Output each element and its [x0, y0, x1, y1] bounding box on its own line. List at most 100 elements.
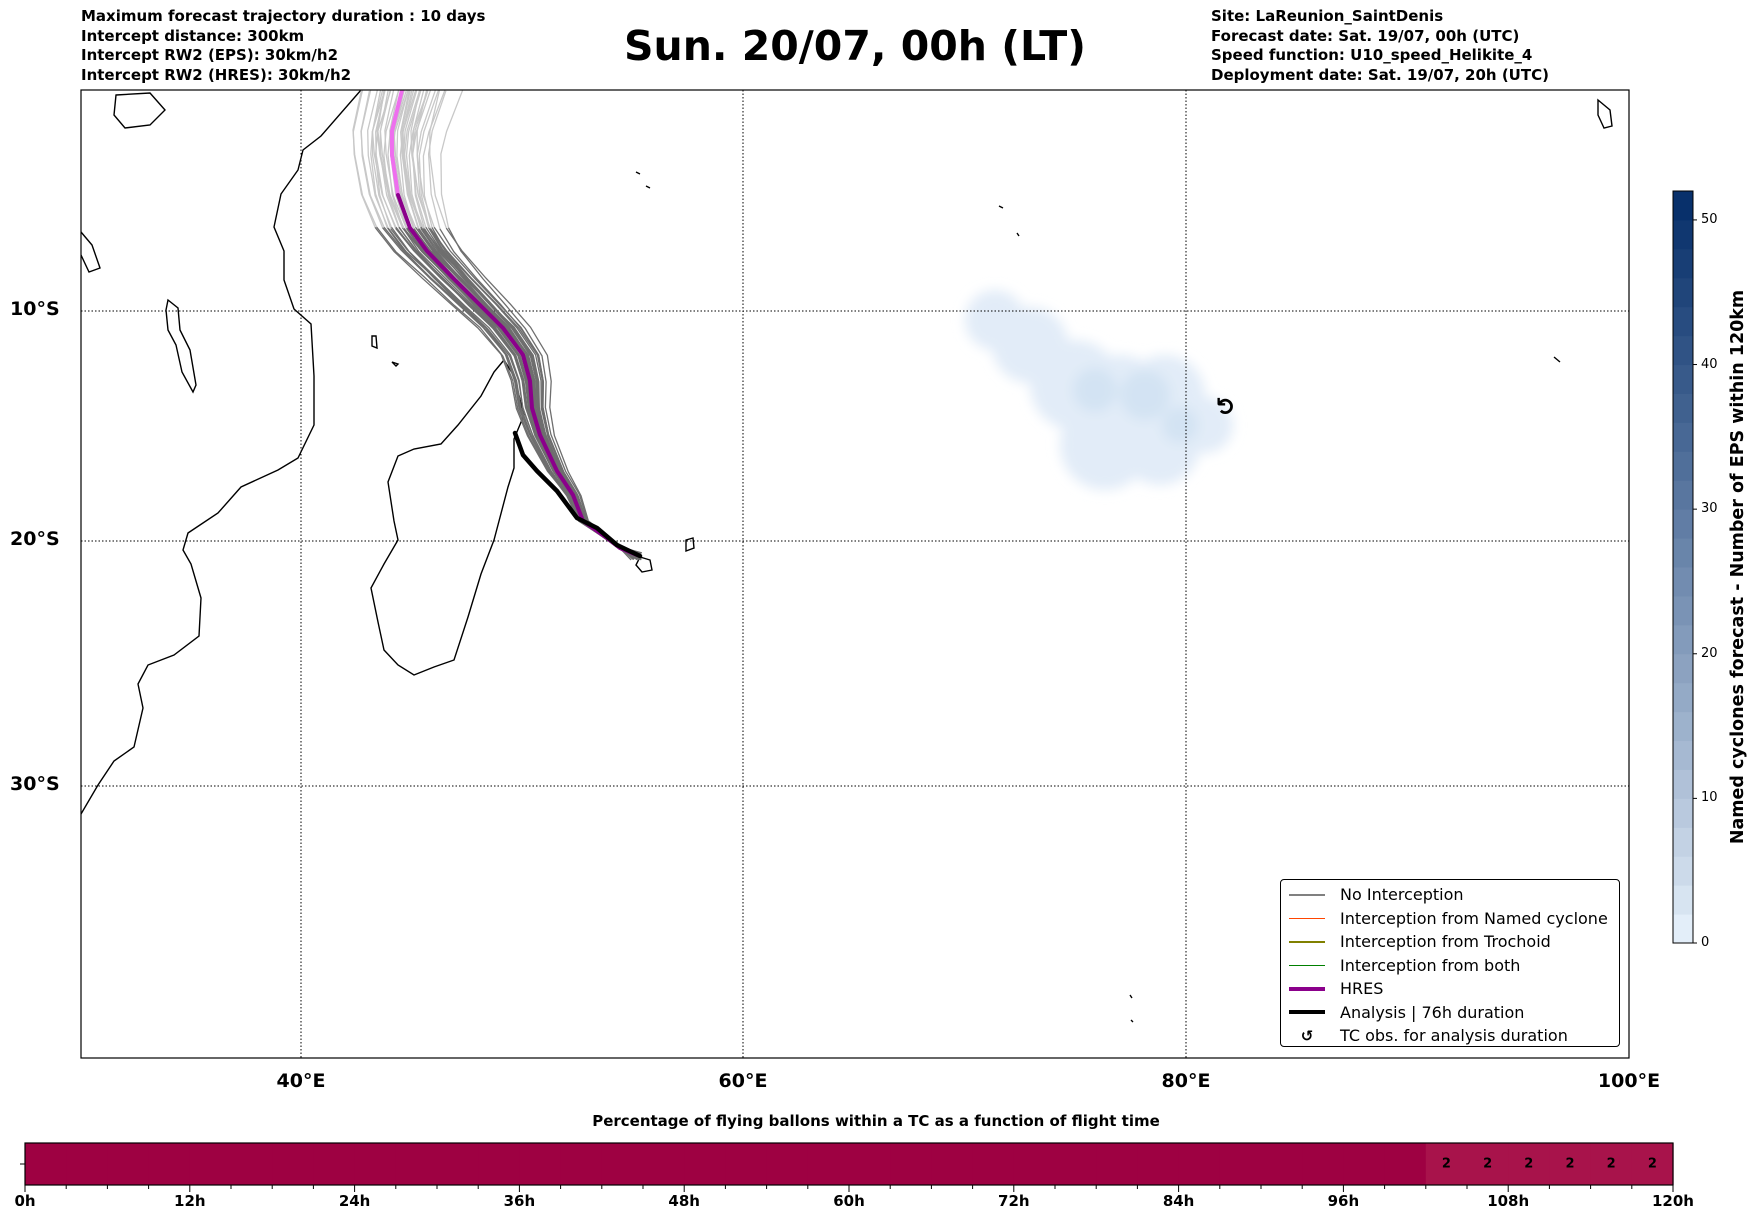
deployment-date-text: Deployment date: Sat. 19/07, 20h (UTC) [1211, 65, 1549, 84]
tc-observation-icon: ↺ [1212, 396, 1240, 416]
colorbar-cell [1673, 219, 1693, 250]
time-bin-cell [560, 1143, 603, 1185]
time-bin-cell [1590, 1143, 1633, 1185]
lat-label-10s: 10°S [10, 298, 60, 320]
colorbar-cell [1673, 827, 1693, 857]
colorbar-cell [1673, 798, 1693, 828]
speed-function-text: Speed function: U10_speed_Helikite_4 [1211, 46, 1533, 64]
time-bin-cell [519, 1143, 562, 1185]
colorbar-cell [1673, 364, 1693, 394]
time-bin-cell [231, 1143, 273, 1185]
comoros-islands [371, 335, 400, 367]
legend-label: Interception from Named cyclone [1340, 908, 1608, 928]
time-bin-cell [66, 1143, 108, 1185]
time-bin-cell [1096, 1143, 1138, 1185]
time-bin-cell [189, 1143, 232, 1185]
legend-item-tc-obs: ↺ TC obs. for analysis duration [1281, 1024, 1619, 1048]
intercept-hres-text: Intercept RW2 (HRES): 30km/h2 [81, 65, 352, 84]
ensemble-trajectory [413, 227, 632, 561]
time-bin-value: 2 [1483, 1156, 1493, 1172]
chagos-islands [998, 205, 1020, 237]
flight-time-bar [20, 1142, 1674, 1192]
time-bin-cell [1343, 1143, 1386, 1185]
time-bin-cell [849, 1143, 891, 1185]
lon-label-60e: 60°E [718, 1070, 768, 1092]
colorbar-cell [1673, 451, 1693, 481]
site-text: Site: LaReunion_SaintDenis [1211, 7, 1444, 25]
ensemble-trajectory-future [440, 90, 464, 228]
lon-label-80e: 80°E [1161, 1070, 1211, 1092]
ensemble-trajectory [383, 226, 638, 556]
time-tick-label: 12h [174, 1192, 206, 1210]
colorbar-cell [1673, 480, 1693, 510]
colorbar [1672, 190, 1697, 944]
time-bin-cell [1055, 1143, 1097, 1185]
ensemble-trajectory-future [429, 90, 447, 229]
colorbar-cell [1673, 682, 1693, 713]
legend-line-icon [1289, 941, 1325, 943]
reunion-island [635, 556, 653, 573]
ensemble-trajectory [374, 226, 639, 560]
time-bin-cell [148, 1143, 191, 1185]
legend-item-trochoid: Interception from Trochoid [1281, 930, 1619, 954]
legend-label: Interception from Trochoid [1340, 932, 1551, 952]
colorbar-cell [1673, 595, 1693, 626]
ensemble-trajectory-future [377, 90, 405, 229]
max-duration-text: Maximum forecast trajectory duration : 1… [81, 7, 486, 25]
sri-lanka-island [1597, 98, 1613, 129]
colorbar-cell [1673, 538, 1693, 568]
intercept-distance-text: Intercept distance: 300km [81, 26, 305, 45]
lon-label-40e: 40°E [276, 1070, 326, 1092]
bar-chart-title: Percentage of flying ballons within a TC… [592, 1112, 1160, 1130]
colorbar-cell [1673, 769, 1693, 799]
ensemble-trajectory [390, 228, 632, 556]
time-bin-cell [1384, 1143, 1427, 1185]
legend-item-no-interception: No Interception [1281, 883, 1619, 907]
ensemble-trajectory-future [371, 90, 397, 228]
time-bin-cell [643, 1143, 685, 1185]
time-bin-cell [684, 1143, 726, 1185]
colorbar-tick-label: 0 [1701, 935, 1710, 950]
legend-item-hres: HRES [1281, 977, 1619, 1001]
colorbar-cell [1673, 711, 1693, 742]
time-bin-cell [395, 1143, 438, 1185]
ensemble-trajectory-future [416, 90, 435, 228]
time-tick-label: 108h [1487, 1192, 1530, 1210]
colorbar-cell [1673, 306, 1693, 337]
coastlines [81, 90, 1613, 1023]
ensemble-trajectory-future [360, 90, 384, 228]
intercept-eps-text: Intercept RW2 (EPS): 30km/h2 [81, 46, 338, 64]
ensemble-trajectory-future [408, 90, 429, 228]
small-island-east [1553, 356, 1561, 363]
colorbar-cell [1673, 509, 1693, 539]
time-tick-label: 48h [668, 1192, 700, 1210]
ensemble-trajectory-future [427, 90, 447, 229]
colorbar-cell [1673, 914, 1693, 944]
time-bin-cell [601, 1143, 644, 1185]
legend-line-icon [1289, 894, 1325, 896]
map-legend: No Interception Interception from Named … [1280, 879, 1620, 1047]
time-tick-label: 84h [1162, 1192, 1195, 1210]
lake-victoria [113, 92, 166, 129]
time-bin-value: 2 [1524, 1156, 1534, 1172]
time-tick-label: 0h [14, 1192, 36, 1210]
legend-line-icon [1289, 1010, 1325, 1015]
time-bin-cell [1302, 1143, 1344, 1185]
time-tick-label: 120h [1652, 1192, 1694, 1210]
time-bin-cell [437, 1143, 479, 1185]
time-bin-cell [313, 1143, 356, 1185]
colorbar-cell [1673, 393, 1693, 423]
time-bin-cell [478, 1143, 520, 1185]
time-bin-value: 2 [1441, 1156, 1451, 1172]
time-tick-label: 72h [998, 1192, 1030, 1210]
analysis-trajectory [512, 430, 643, 559]
colorbar-cell [1673, 653, 1693, 684]
lake-malawi [165, 298, 197, 394]
lon-label-100e: 100°E [1597, 1070, 1661, 1092]
ensemble-trajectory [401, 227, 641, 554]
ensemble-trajectory-future [367, 90, 389, 229]
colorbar-cell [1673, 277, 1693, 308]
ensemble-trajectory [376, 226, 642, 558]
colorbar-cell [1673, 191, 1693, 221]
